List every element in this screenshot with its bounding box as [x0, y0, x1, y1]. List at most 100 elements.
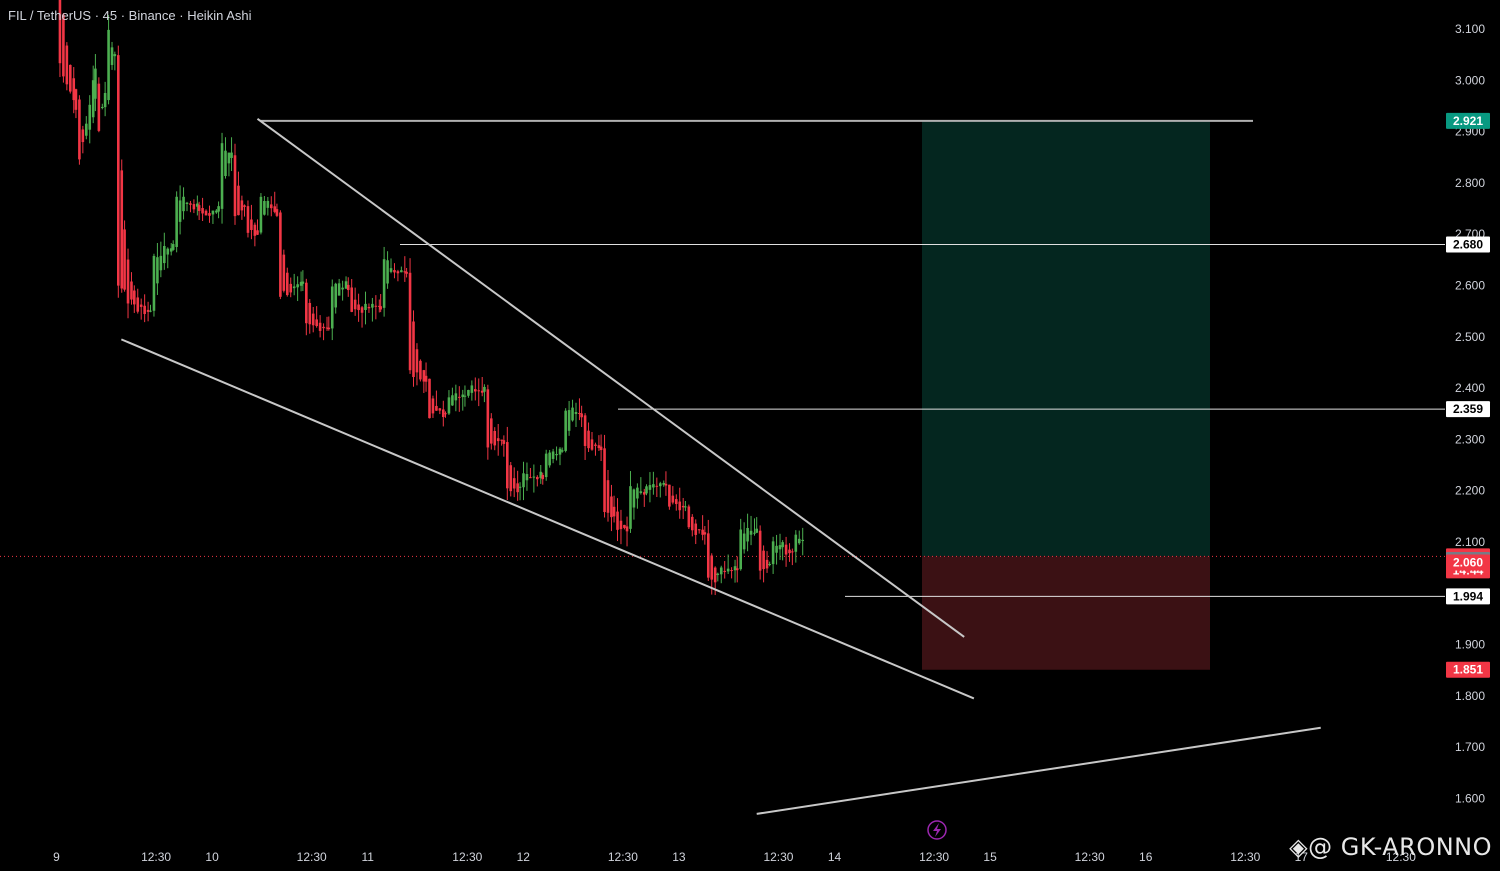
candle[interactable] — [110, 41, 114, 70]
candle[interactable] — [765, 551, 769, 573]
price-badge[interactable]: 2.921 — [1446, 112, 1490, 129]
candle[interactable] — [703, 526, 707, 545]
candle[interactable] — [525, 462, 529, 491]
candle[interactable] — [681, 497, 685, 520]
candle[interactable] — [574, 402, 578, 427]
candle[interactable] — [101, 103, 104, 110]
candle[interactable] — [334, 282, 337, 314]
candle[interactable] — [788, 543, 791, 562]
candle[interactable] — [701, 515, 704, 541]
candle[interactable] — [583, 413, 587, 460]
candle[interactable] — [694, 519, 698, 545]
candle[interactable] — [139, 298, 143, 320]
candle[interactable] — [256, 219, 259, 235]
candle[interactable] — [623, 524, 626, 530]
candle[interactable] — [758, 525, 762, 580]
candle[interactable] — [322, 323, 325, 341]
candle[interactable] — [500, 439, 503, 446]
candle[interactable] — [726, 554, 730, 575]
candle[interactable] — [266, 197, 270, 216]
candle[interactable] — [567, 400, 571, 436]
candle[interactable] — [639, 477, 643, 495]
candle[interactable] — [393, 263, 396, 279]
candle[interactable] — [603, 434, 606, 518]
candle[interactable] — [240, 195, 244, 220]
candle[interactable] — [408, 258, 412, 374]
candle[interactable] — [113, 51, 117, 71]
candle[interactable] — [185, 201, 189, 212]
candle[interactable] — [171, 240, 175, 251]
candle[interactable] — [72, 67, 76, 114]
candle[interactable] — [374, 295, 378, 320]
candle[interactable] — [470, 380, 474, 401]
candle[interactable] — [259, 193, 263, 235]
candle[interactable] — [590, 431, 594, 451]
candle[interactable] — [578, 398, 581, 421]
candle[interactable] — [422, 369, 426, 394]
candle[interactable] — [746, 513, 749, 552]
candle[interactable] — [506, 426, 509, 501]
candle[interactable] — [412, 310, 415, 387]
candle[interactable] — [797, 530, 801, 545]
candle[interactable] — [400, 266, 403, 273]
candle[interactable] — [318, 315, 322, 338]
candle[interactable] — [461, 389, 465, 411]
candle[interactable] — [558, 447, 562, 466]
candle[interactable] — [311, 306, 315, 333]
candle[interactable] — [143, 294, 146, 323]
candle[interactable] — [522, 461, 525, 501]
candle[interactable] — [217, 201, 220, 219]
candle[interactable] — [636, 483, 639, 509]
candle[interactable] — [580, 405, 583, 427]
candle[interactable] — [560, 447, 564, 453]
candle[interactable] — [753, 518, 756, 536]
candle[interactable] — [192, 199, 196, 214]
candle[interactable] — [509, 461, 513, 497]
candle[interactable] — [156, 242, 159, 295]
candle[interactable] — [107, 15, 110, 105]
candle[interactable] — [344, 276, 348, 290]
candle[interactable] — [483, 384, 486, 403]
candle[interactable] — [389, 258, 393, 274]
candle[interactable] — [512, 467, 516, 498]
candle[interactable] — [353, 287, 357, 316]
candle[interactable] — [431, 395, 435, 418]
candle[interactable] — [632, 488, 636, 520]
candle[interactable] — [610, 484, 613, 532]
candle[interactable] — [674, 494, 678, 511]
candle[interactable] — [606, 470, 610, 522]
candle[interactable] — [237, 171, 240, 216]
candle[interactable] — [367, 303, 371, 313]
candle[interactable] — [555, 446, 558, 461]
candle[interactable] — [74, 88, 78, 119]
candle[interactable] — [178, 185, 182, 235]
candle[interactable] — [405, 267, 408, 278]
candle[interactable] — [697, 529, 701, 534]
candle[interactable] — [794, 530, 798, 563]
candle[interactable] — [94, 54, 97, 112]
candle[interactable] — [597, 435, 601, 452]
candle[interactable] — [690, 514, 694, 537]
candle[interactable] — [415, 343, 419, 386]
candle[interactable] — [658, 481, 662, 498]
candle[interactable] — [463, 385, 467, 407]
candle[interactable] — [65, 42, 69, 91]
candle[interactable] — [730, 567, 733, 579]
candle[interactable] — [364, 291, 367, 325]
candle[interactable] — [564, 408, 567, 453]
candle[interactable] — [594, 442, 597, 456]
candle[interactable] — [532, 464, 536, 493]
candle[interactable] — [371, 297, 374, 322]
candle[interactable] — [768, 561, 771, 567]
candle[interactable] — [327, 316, 331, 331]
candle[interactable] — [551, 448, 555, 464]
candle[interactable] — [490, 413, 493, 450]
candle[interactable] — [250, 204, 253, 240]
candle[interactable] — [273, 191, 277, 214]
candle[interactable] — [762, 545, 765, 583]
candle[interactable] — [477, 378, 481, 407]
candle[interactable] — [435, 390, 438, 411]
stop-zone[interactable] — [922, 556, 1210, 670]
candle[interactable] — [58, 0, 62, 78]
